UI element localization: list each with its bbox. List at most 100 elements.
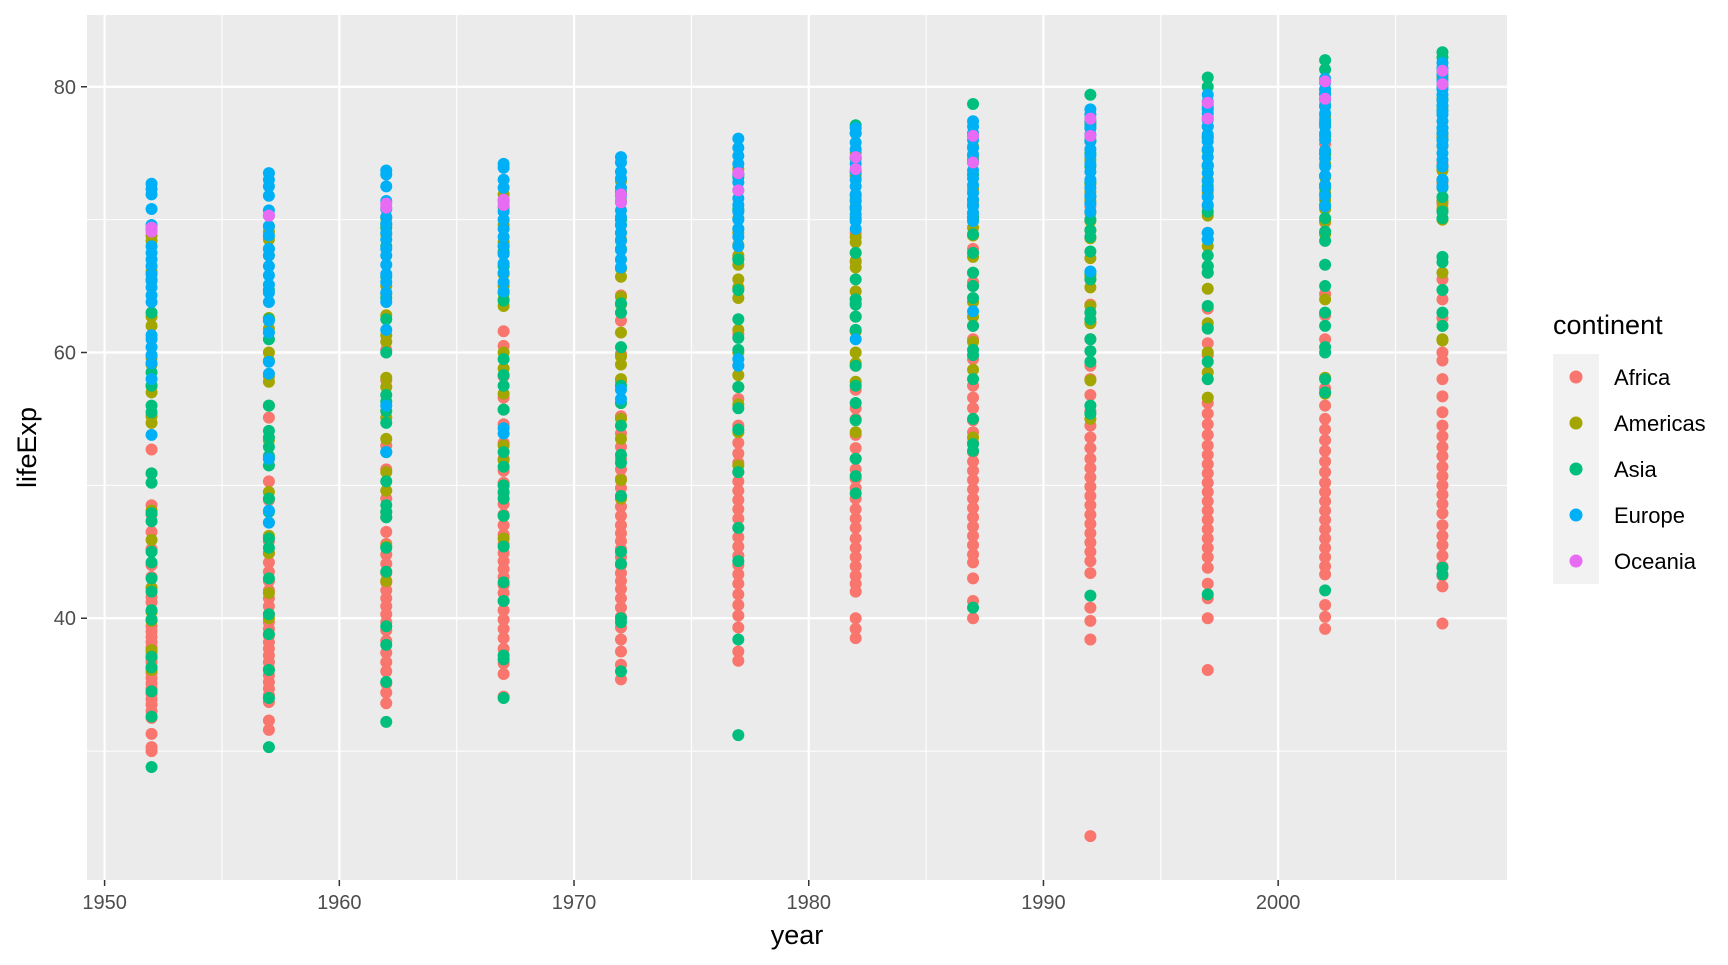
data-point [1436,430,1449,443]
data-point [497,403,510,416]
data-point [1436,64,1449,77]
data-point [1319,234,1332,247]
data-point [1084,545,1097,558]
data-point [1319,373,1332,386]
data-point [380,638,393,651]
data-point [380,575,393,588]
data-point [380,525,393,538]
data-point [967,228,980,241]
data-point [732,359,745,372]
data-point [380,371,393,384]
data-point [145,406,158,419]
data-point [614,270,627,283]
data-point [849,396,862,409]
data-point [1319,189,1332,202]
data-point [1319,444,1332,457]
data-point [262,628,275,641]
data-point [1201,199,1214,212]
data-point [967,483,980,496]
data-point [732,633,745,646]
data-point [1084,589,1097,602]
data-point [614,583,627,596]
data-point [1084,374,1097,387]
data-point [262,286,275,299]
data-point [497,213,510,226]
data-point [1084,499,1097,512]
data-point [1319,92,1332,105]
x-tick-label: 1980 [786,892,831,914]
x-tick-label: 1990 [1021,892,1066,914]
data-point [967,363,980,376]
data-point [1319,212,1332,225]
data-point [380,286,393,299]
data-point [380,346,393,359]
data-point [849,323,862,336]
data-point [1436,450,1449,463]
data-point [262,691,275,704]
data-point [1084,265,1097,278]
data-point [380,276,393,289]
data-point [1319,434,1332,447]
data-point [1319,293,1332,306]
data-point [145,467,158,480]
data-point [1436,334,1449,347]
legend-label-asia: Asia [1614,457,1658,482]
data-point [967,292,980,305]
data-point [1319,541,1332,554]
data-point [1319,568,1332,581]
plot-panel [87,15,1507,880]
legend-label-oceania: Oceania [1614,549,1697,574]
data-point [262,475,275,488]
data-point [849,379,862,392]
data-point [497,613,510,626]
data-point [614,592,627,605]
data-point [497,594,510,607]
data-point [614,297,627,310]
data-point [849,503,862,516]
data-point [849,426,862,439]
data-point [849,512,862,525]
data-point [1319,584,1332,597]
data-point [1084,205,1097,218]
data-point [262,440,275,453]
data-point [380,466,393,479]
data-point [732,540,745,553]
data-point [1201,266,1214,279]
data-point [262,355,275,368]
data-point [497,369,510,382]
data-point [1201,448,1214,461]
data-point [1319,346,1332,359]
x-tick-label: 1950 [82,892,127,914]
data-point [1201,495,1214,508]
data-point [497,285,510,298]
data-point [1319,495,1332,508]
data-point [967,373,980,386]
data-point [849,442,862,455]
data-point [732,253,745,266]
data-point [380,168,393,181]
data-point [732,475,745,488]
data-point [849,470,862,483]
data-point [1319,610,1332,623]
data-point [1201,71,1214,84]
data-point [1201,486,1214,499]
data-point [1201,577,1214,590]
data-point [1084,462,1097,475]
data-point [1201,523,1214,536]
data-point [262,723,275,736]
data-point [967,319,980,332]
data-point [849,163,862,176]
data-point [1319,598,1332,611]
data-point [849,612,862,625]
data-point [497,353,510,366]
data-points [145,46,1449,843]
data-point [849,585,862,598]
data-point [1084,431,1097,444]
data-point [1436,470,1449,483]
data-point [262,314,275,327]
data-point [1436,373,1449,386]
legend-swatch-africa [1569,370,1583,384]
data-point [1436,212,1449,225]
data-point [1436,180,1449,193]
data-point [380,217,393,230]
